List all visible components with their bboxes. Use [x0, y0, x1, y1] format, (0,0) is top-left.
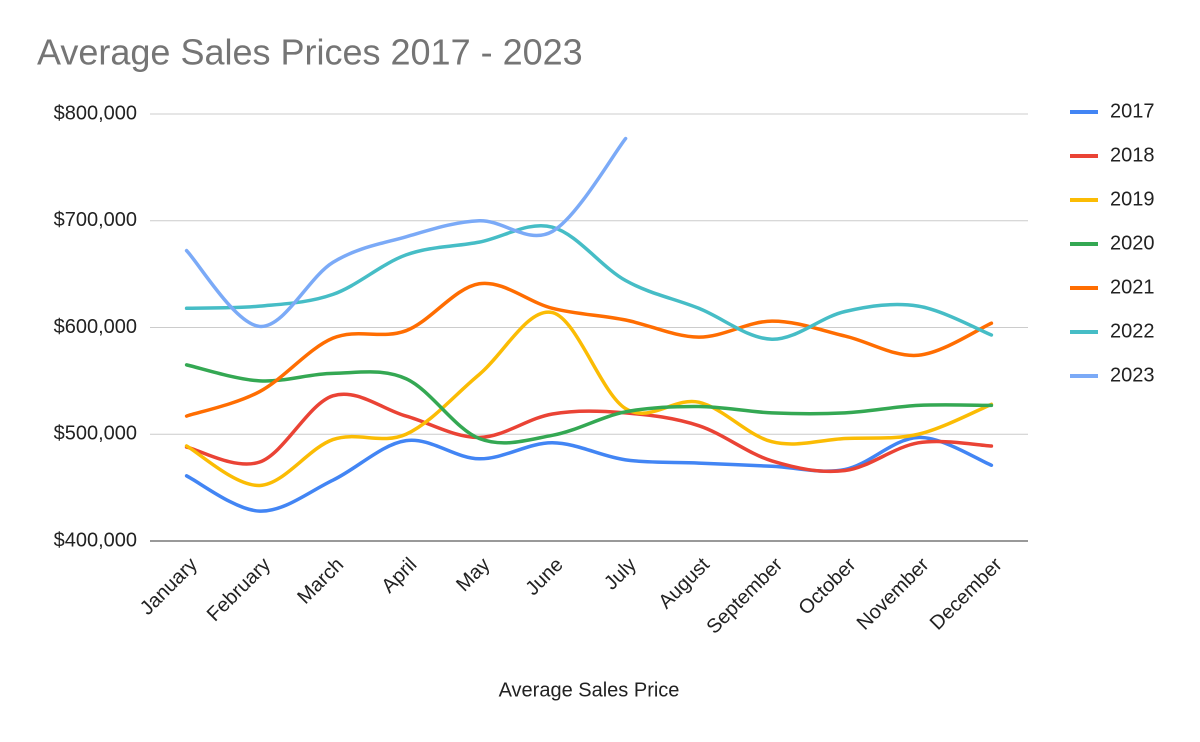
legend-label: 2022	[1110, 320, 1155, 342]
x-tick-label: August	[654, 553, 714, 613]
series-line	[184, 136, 628, 329]
series-line	[184, 310, 994, 488]
x-tick-label: April	[378, 554, 422, 598]
legend-label: 2017	[1110, 100, 1155, 122]
y-tick-label: $700,000	[54, 209, 137, 231]
x-tick-label: June	[521, 554, 567, 600]
y-tick-label: $800,000	[54, 102, 137, 124]
legend-label: 2018	[1110, 144, 1155, 166]
legend-label: 2021	[1110, 276, 1155, 298]
series-line	[184, 224, 994, 341]
x-tick-label: December	[926, 553, 1007, 634]
y-tick-label: $400,000	[54, 529, 137, 551]
x-tick-label: March	[293, 554, 348, 609]
x-axis-title: Average Sales Price	[499, 679, 680, 701]
x-tick-label: January	[136, 554, 202, 620]
legend-label: 2020	[1110, 232, 1155, 254]
y-tick-label: $600,000	[54, 316, 137, 338]
x-tick-label: October	[794, 553, 860, 619]
x-tick-label: May	[452, 554, 494, 596]
x-tick-label: July	[600, 554, 641, 595]
legend-label: 2019	[1110, 188, 1155, 210]
y-tick-label: $500,000	[54, 423, 137, 445]
series-line	[184, 363, 994, 445]
series-line	[184, 281, 994, 418]
x-tick-label: November	[853, 553, 934, 634]
chart-title: Average Sales Prices 2017 - 2023	[37, 32, 583, 73]
series-line	[184, 435, 994, 513]
legend-label: 2023	[1110, 364, 1155, 386]
x-tick-label: September	[702, 553, 787, 638]
series-line	[184, 392, 994, 474]
x-tick-label: February	[203, 554, 275, 626]
